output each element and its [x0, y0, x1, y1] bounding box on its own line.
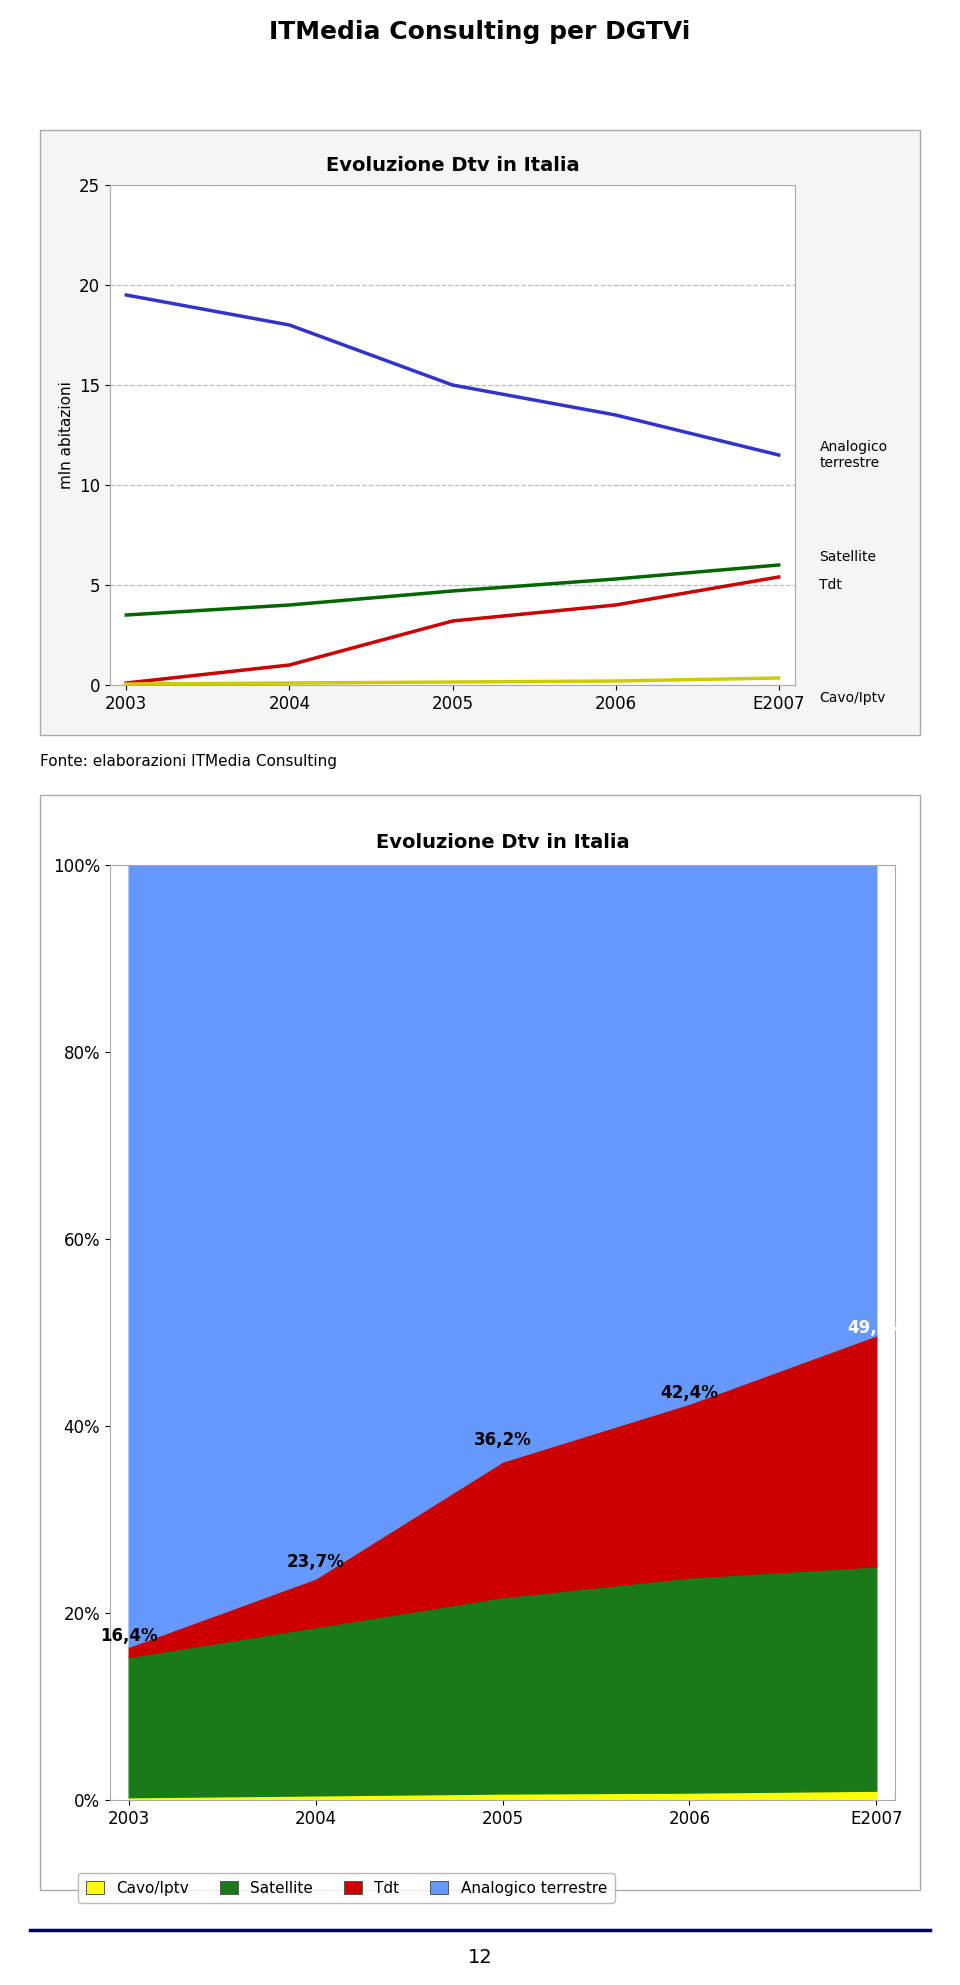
Title: Evoluzione Dtv in Italia: Evoluzione Dtv in Italia — [375, 834, 630, 852]
Title: Evoluzione Dtv in Italia: Evoluzione Dtv in Italia — [325, 157, 579, 175]
Bar — [40, 796, 920, 1890]
Text: 36,2%: 36,2% — [473, 1431, 532, 1449]
Text: Fonte: elaborazioni ITMedia Consulting: Fonte: elaborazioni ITMedia Consulting — [40, 754, 337, 768]
Text: 42,4%: 42,4% — [660, 1384, 718, 1401]
Bar — [40, 129, 920, 734]
Text: 23,7%: 23,7% — [287, 1552, 345, 1570]
Text: 16,4%: 16,4% — [100, 1628, 157, 1646]
Y-axis label: mln abitazioni: mln abitazioni — [59, 381, 74, 488]
Text: ITMedia Consulting per DGTVi: ITMedia Consulting per DGTVi — [270, 20, 690, 44]
Text: 49,7%: 49,7% — [848, 1318, 905, 1336]
Text: Cavo/Iptv: Cavo/Iptv — [820, 691, 886, 705]
Legend: Cavo/Iptv, Satellite, Tdt, Analogico terrestre: Cavo/Iptv, Satellite, Tdt, Analogico ter… — [79, 1874, 614, 1904]
Text: Tdt: Tdt — [820, 578, 842, 592]
Text: 12: 12 — [468, 1947, 492, 1967]
Text: Satellite: Satellite — [820, 550, 876, 564]
Text: Analogico
terrestre: Analogico terrestre — [820, 441, 888, 470]
